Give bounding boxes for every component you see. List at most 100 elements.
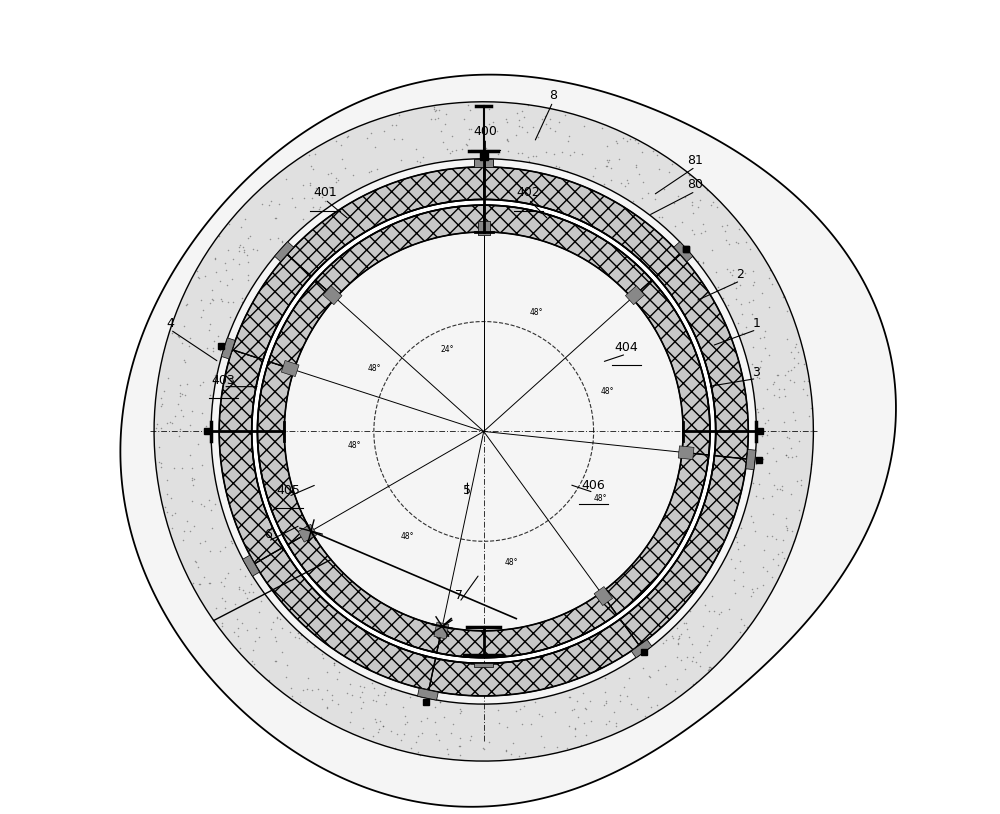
Point <box>476 742 492 755</box>
Point <box>218 334 234 347</box>
Point <box>737 266 753 279</box>
Point <box>508 704 524 717</box>
Point <box>748 489 764 502</box>
Point <box>364 676 380 689</box>
Point <box>751 371 767 384</box>
Point <box>667 219 683 232</box>
Point <box>681 168 697 182</box>
Point <box>788 338 804 351</box>
Point <box>721 237 737 250</box>
Point <box>233 221 249 234</box>
Point <box>284 191 300 204</box>
Point <box>461 133 477 146</box>
Point <box>246 658 262 671</box>
Point <box>759 447 775 460</box>
Point <box>242 230 258 243</box>
Point <box>671 631 687 644</box>
Point <box>267 631 283 644</box>
Point <box>784 451 800 464</box>
Point <box>561 720 577 733</box>
Point <box>279 659 295 672</box>
Point <box>574 148 590 161</box>
Point <box>781 432 797 445</box>
Point <box>783 488 799 501</box>
Point <box>176 319 192 332</box>
Point <box>724 269 740 282</box>
Point <box>302 176 318 189</box>
Point <box>559 164 575 177</box>
Point <box>314 647 330 660</box>
Point <box>190 561 206 574</box>
Point <box>311 203 327 216</box>
Point <box>213 292 229 305</box>
Point <box>776 551 792 564</box>
Point <box>245 243 261 256</box>
Point <box>179 377 195 390</box>
Point <box>534 113 550 126</box>
Point <box>375 720 391 733</box>
Point <box>609 136 625 149</box>
Point <box>378 698 394 711</box>
Point <box>207 369 223 382</box>
Point <box>239 249 255 262</box>
Point <box>695 256 711 269</box>
Point <box>520 98 536 112</box>
Point <box>151 440 167 453</box>
Point <box>681 631 697 644</box>
Point <box>620 177 636 190</box>
Point <box>670 190 686 203</box>
Point <box>527 695 543 708</box>
Point <box>701 663 717 676</box>
Point <box>345 169 361 182</box>
Point <box>537 110 553 123</box>
Point <box>733 297 749 310</box>
Point <box>533 729 549 742</box>
Point <box>669 650 685 663</box>
Point <box>628 160 644 173</box>
Point <box>735 580 751 593</box>
Point <box>629 702 645 716</box>
Polygon shape <box>678 446 694 460</box>
Point <box>516 699 532 712</box>
Text: 8: 8 <box>549 89 557 102</box>
Point <box>185 576 201 589</box>
Point <box>703 628 719 641</box>
Point <box>413 715 429 728</box>
Point <box>201 494 217 507</box>
Polygon shape <box>474 159 493 167</box>
Point <box>690 200 706 213</box>
Point <box>560 135 576 148</box>
Point <box>733 612 749 625</box>
Point <box>354 685 370 698</box>
Point <box>697 599 713 612</box>
Point <box>331 665 347 678</box>
Point <box>410 729 426 742</box>
Point <box>764 571 780 584</box>
Point <box>528 150 544 163</box>
Point <box>265 616 281 629</box>
Point <box>608 134 624 147</box>
Point <box>597 672 613 685</box>
Point <box>530 750 546 763</box>
Polygon shape <box>298 524 317 542</box>
Point <box>321 180 337 193</box>
Point <box>323 189 339 202</box>
Point <box>599 140 615 153</box>
Point <box>728 531 744 544</box>
Point <box>367 713 383 726</box>
Point <box>514 105 530 118</box>
Point <box>271 198 287 211</box>
Point <box>192 578 208 591</box>
Point <box>686 227 702 240</box>
Point <box>201 324 217 337</box>
Point <box>546 148 562 161</box>
Point <box>463 122 479 135</box>
Point <box>779 523 795 536</box>
Point <box>658 678 674 691</box>
Point <box>790 357 806 370</box>
Point <box>193 497 209 510</box>
Point <box>505 736 521 749</box>
Point <box>727 587 743 600</box>
Point <box>193 294 209 307</box>
Point <box>745 265 761 278</box>
